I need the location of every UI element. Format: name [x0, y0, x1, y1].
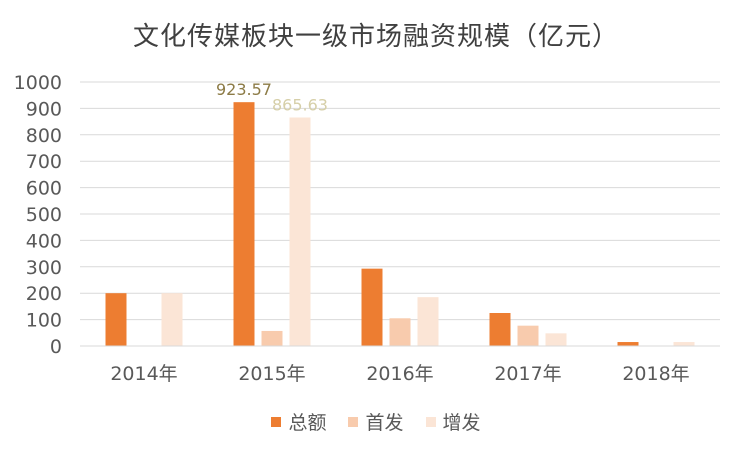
legend-label-placement: 增发: [442, 412, 481, 434]
y-tick-label: 700: [26, 151, 62, 173]
x-tick-label: 2015年: [238, 363, 305, 385]
bar-首发-2017年: [517, 325, 539, 346]
bar-增发-2014年: [161, 293, 183, 346]
y-tick-label: 400: [26, 230, 62, 252]
bar-总额-2018年: [617, 342, 639, 346]
y-tick-label: 600: [26, 178, 62, 200]
legend-item-total: 总额: [271, 408, 326, 435]
data-label: 923.57: [216, 80, 272, 99]
legend-item-ipo: 首发: [348, 408, 404, 435]
chart-title: 文化传媒板块一级市场融资规模（亿元）: [132, 22, 619, 52]
legend-label-ipo: 首发: [365, 412, 404, 434]
y-tick-label: 0: [50, 336, 62, 358]
bar-增发-2018年: [673, 342, 695, 346]
x-tick-label: 2018年: [622, 363, 689, 385]
y-tick-label: 200: [26, 283, 62, 305]
bar-首发-2015年: [261, 330, 283, 346]
data-label: 865.63: [272, 95, 328, 114]
legend-swatch-placement: [425, 416, 436, 427]
legend-label-total: 总额: [288, 412, 327, 434]
y-tick-label: 900: [26, 98, 62, 120]
bar-总额-2015年: [233, 102, 255, 346]
x-tick-label: 2016年: [366, 363, 433, 385]
bar-增发-2015年: [289, 117, 311, 346]
y-tick-label: 800: [26, 125, 62, 147]
x-tick-label: 2017年: [494, 363, 561, 385]
bar-增发-2017年: [545, 333, 567, 346]
bar-总额-2017年: [489, 313, 511, 346]
bar-增发-2016年: [417, 297, 439, 346]
legend: 总额 首发 增发: [0, 408, 752, 435]
legend-swatch-total: [271, 416, 282, 427]
x-tick-label: 2014年: [110, 363, 177, 385]
bar-总额-2014年: [105, 293, 127, 346]
bar-首发-2016年: [389, 318, 411, 346]
bar-总额-2016年: [361, 268, 383, 346]
legend-item-placement: 增发: [425, 408, 481, 435]
y-tick-label: 100: [26, 310, 62, 332]
y-tick-label: 300: [26, 257, 62, 279]
y-tick-label: 500: [26, 204, 62, 226]
legend-swatch-ipo: [348, 416, 359, 427]
y-tick-label: 1000: [14, 72, 62, 94]
